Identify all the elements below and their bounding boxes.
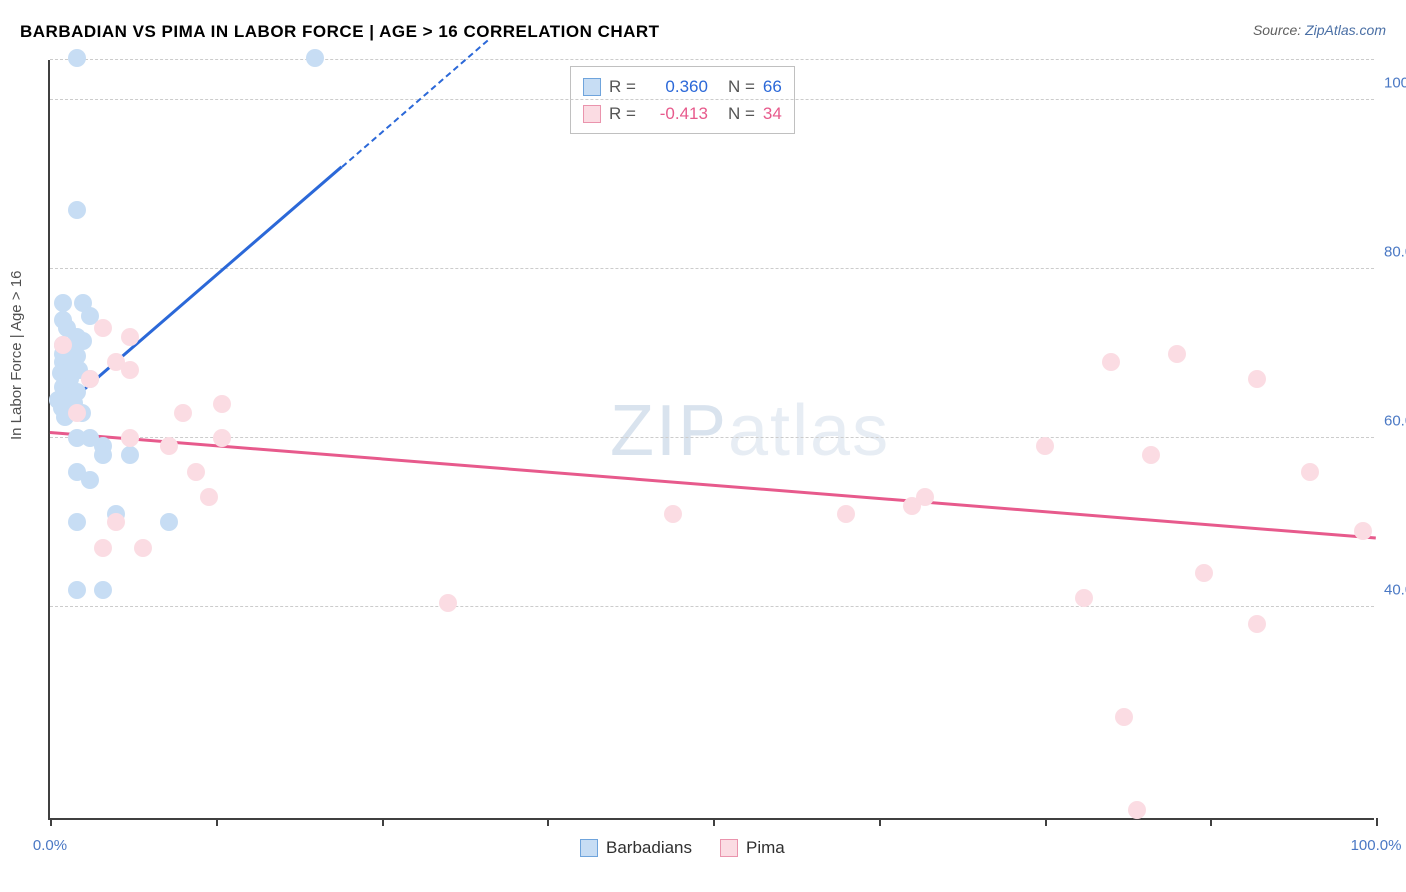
data-point xyxy=(1115,708,1133,726)
data-point xyxy=(1102,353,1120,371)
stats-row: R = -0.413 N = 34 xyxy=(583,100,782,127)
legend-swatch xyxy=(583,105,601,123)
data-point xyxy=(664,505,682,523)
stats-r-label: R = xyxy=(609,100,636,127)
x-tick xyxy=(713,818,715,826)
data-point xyxy=(1301,463,1319,481)
gridline-h xyxy=(50,59,1374,60)
data-point xyxy=(837,505,855,523)
x-tick-label: 0.0% xyxy=(33,837,67,854)
data-point xyxy=(68,49,86,67)
data-point xyxy=(306,49,324,67)
data-point xyxy=(160,513,178,531)
x-tick xyxy=(1210,818,1212,826)
data-point xyxy=(81,370,99,388)
source-value: ZipAtlas.com xyxy=(1305,22,1386,38)
stats-n-label: N = xyxy=(728,100,755,127)
gridline-h xyxy=(50,606,1374,607)
data-point xyxy=(1195,564,1213,582)
legend-swatch xyxy=(720,839,738,857)
legend: Barbadians Pima xyxy=(580,838,785,858)
watermark: ZIPatlas xyxy=(610,390,890,472)
y-axis-label: In Labor Force | Age > 16 xyxy=(8,271,25,440)
data-point xyxy=(439,594,457,612)
data-point xyxy=(213,429,231,447)
legend-item: Barbadians xyxy=(580,838,692,858)
watermark-light: atlas xyxy=(728,391,890,471)
stats-r-value: -0.413 xyxy=(644,100,708,127)
x-tick xyxy=(382,818,384,826)
gridline-h xyxy=(50,99,1374,100)
data-point xyxy=(1354,522,1372,540)
data-point xyxy=(121,446,139,464)
data-point xyxy=(94,581,112,599)
data-point xyxy=(94,539,112,557)
x-tick xyxy=(1045,818,1047,826)
data-point xyxy=(134,539,152,557)
legend-swatch xyxy=(580,839,598,857)
data-point xyxy=(54,336,72,354)
gridline-h xyxy=(50,268,1374,269)
x-tick xyxy=(879,818,881,826)
data-point xyxy=(1248,370,1266,388)
data-point xyxy=(68,404,86,422)
source-label: Source: xyxy=(1253,22,1305,38)
y-tick-label: 80.0% xyxy=(1376,244,1406,261)
data-point xyxy=(68,581,86,599)
data-point xyxy=(1075,589,1093,607)
data-point xyxy=(200,488,218,506)
trend-line xyxy=(50,431,1376,539)
chart-title: BARBADIAN VS PIMA IN LABOR FORCE | AGE >… xyxy=(20,22,660,42)
data-point xyxy=(1142,446,1160,464)
chart-container: BARBADIAN VS PIMA IN LABOR FORCE | AGE >… xyxy=(0,0,1406,892)
data-point xyxy=(121,361,139,379)
data-point xyxy=(1128,801,1146,819)
stats-r-label: R = xyxy=(609,73,636,100)
y-tick-label: 100.0% xyxy=(1376,75,1406,92)
x-tick-label: 100.0% xyxy=(1351,837,1402,854)
data-point xyxy=(213,395,231,413)
stats-row: R = 0.360 N = 66 xyxy=(583,73,782,100)
stats-r-value: 0.360 xyxy=(644,73,708,100)
stats-n-label: N = xyxy=(728,73,755,100)
source-attribution: Source: ZipAtlas.com xyxy=(1253,22,1386,38)
data-point xyxy=(68,513,86,531)
x-tick xyxy=(50,818,52,826)
trend-line xyxy=(62,166,342,409)
data-point xyxy=(94,446,112,464)
legend-swatch xyxy=(583,78,601,96)
y-tick-label: 60.0% xyxy=(1376,413,1406,430)
data-point xyxy=(107,513,125,531)
data-point xyxy=(1168,345,1186,363)
legend-item: Pima xyxy=(720,838,785,858)
data-point xyxy=(174,404,192,422)
x-tick xyxy=(1376,818,1378,826)
legend-label: Barbadians xyxy=(606,838,692,858)
x-tick xyxy=(216,818,218,826)
data-point xyxy=(1036,437,1054,455)
data-point xyxy=(54,294,72,312)
data-point xyxy=(916,488,934,506)
data-point xyxy=(121,429,139,447)
data-point xyxy=(68,201,86,219)
data-point xyxy=(160,437,178,455)
data-point xyxy=(94,319,112,337)
x-tick xyxy=(547,818,549,826)
data-point xyxy=(121,328,139,346)
stats-n-value: 34 xyxy=(763,100,782,127)
gridline-h xyxy=(50,437,1374,438)
plot-area: ZIPatlas R =0.360N =66R =-0.413N =34 40.… xyxy=(48,60,1374,820)
watermark-bold: ZIP xyxy=(610,391,728,471)
y-tick-label: 40.0% xyxy=(1376,581,1406,598)
data-point xyxy=(187,463,205,481)
stats-n-value: 66 xyxy=(763,73,782,100)
data-point xyxy=(1248,615,1266,633)
legend-label: Pima xyxy=(746,838,785,858)
data-point xyxy=(81,471,99,489)
